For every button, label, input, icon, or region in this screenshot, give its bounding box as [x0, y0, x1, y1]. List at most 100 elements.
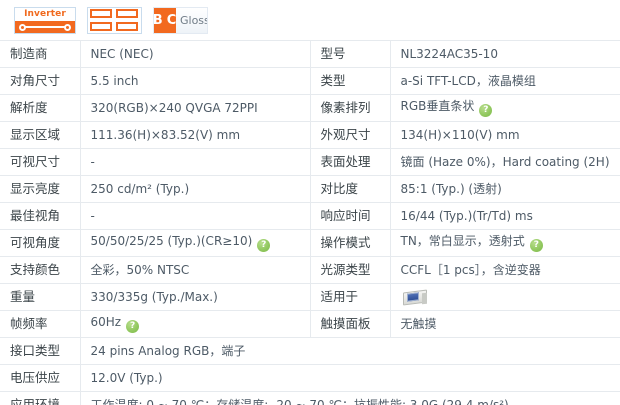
- spec-value: 12.0V (Typ.): [80, 364, 620, 392]
- spec-value-text: TN，常白显示，透射式: [400, 234, 525, 248]
- spec-row: 显示亮度 250 cd/m² (Typ.) 对比度 85:1 (Typ.) (透射): [0, 175, 620, 203]
- spec-value-text: RGB垂直条状: [400, 99, 475, 113]
- spec-key: 应用环境: [0, 391, 81, 405]
- help-icon[interactable]: ?: [529, 239, 543, 252]
- spec-key: 制造商: [0, 40, 81, 68]
- device-side-icon: [421, 292, 427, 304]
- spec-key: 触摸面板: [309, 310, 391, 338]
- spec-value-text: NEC (NEC): [90, 47, 154, 61]
- spec-key: 帧频率: [0, 310, 81, 338]
- inverter-badge[interactable]: Inverter: [14, 6, 76, 34]
- inverter-wire: [23, 26, 67, 28]
- spec-value: 5.5 inch: [80, 67, 310, 95]
- inverter-terminal-left-icon: [19, 23, 26, 31]
- spec-value-text: 111.36(H)×83.52(V) mm: [90, 128, 241, 142]
- spec-value: 134(H)×110(V) mm: [390, 121, 620, 149]
- spec-key: 表面处理: [309, 148, 391, 176]
- help-icon[interactable]: ?: [257, 239, 271, 252]
- spec-key: 接口类型: [0, 337, 81, 365]
- help-icon[interactable]: ?: [479, 104, 493, 117]
- spec-key: 支持颜色: [0, 256, 81, 284]
- grid-bar-2-icon: [115, 9, 138, 18]
- spec-value-text: 全彩，50% NTSC: [90, 263, 190, 277]
- spec-value: NL3224AC35-10: [390, 40, 620, 68]
- spec-row: 电压供应 12.0V (Typ.): [0, 364, 620, 392]
- inverter-graphic: Inverter: [15, 7, 75, 33]
- spec-key: 外观尺寸: [309, 121, 391, 149]
- inverter-label-area: Inverter: [15, 7, 75, 21]
- spec-key: 操作模式: [309, 229, 391, 257]
- spec-value-text: 250 cd/m² (Typ.): [90, 182, 190, 196]
- spec-value-text: CCFL［1 pcs］，含逆变器: [400, 263, 541, 277]
- spec-value-text: 85:1 (Typ.) (透射): [400, 182, 502, 196]
- spec-value-text: 330/335g (Typ./Max.): [90, 290, 218, 304]
- specification-table: 制造商 NEC (NEC) 型号 NL3224AC35-10 对角尺寸 5.5 inch 类…: [0, 40, 620, 405]
- glossy-mark: BC: [154, 7, 176, 33]
- badge-strip: Inverter BC Glossy: [0, 0, 620, 40]
- spec-key: 可视尺寸: [0, 148, 81, 176]
- grid-badge[interactable]: [87, 6, 142, 34]
- spec-key: 显示区域: [0, 121, 81, 149]
- spec-value: -: [80, 148, 310, 176]
- spec-row: 帧频率 60Hz? 触摸面板 无触摸: [0, 310, 620, 338]
- grid-bar-1-icon: [89, 9, 112, 18]
- glossy-badge[interactable]: BC Glossy: [153, 6, 208, 34]
- spec-row: 重量 330/335g (Typ./Max.) 适用于: [0, 283, 620, 311]
- spec-row: 应用环境工作温度: 0 ~ 70 ℃；存储温度: -20 ~ 70 ℃；抗振性能…: [0, 391, 620, 405]
- spec-value: NEC (NEC): [80, 40, 310, 68]
- spec-value: 60Hz?: [80, 310, 310, 338]
- glossy-graphic: BC Glossy: [154, 7, 207, 33]
- spec-key: 显示亮度: [0, 175, 81, 203]
- spec-value: 111.36(H)×83.52(V) mm: [80, 121, 310, 149]
- spec-value: 250 cd/m² (Typ.): [80, 175, 310, 203]
- specification-table-body: 制造商 NEC (NEC) 型号 NL3224AC35-10 对角尺寸 5.5 inch 类…: [0, 40, 620, 405]
- inverter-label: Inverter: [24, 9, 66, 19]
- spec-key: 型号: [309, 40, 391, 68]
- spec-row: 对角尺寸 5.5 inch 类型 a-Si TFT-LCD，液晶模组: [0, 67, 620, 95]
- spec-value: [390, 283, 620, 311]
- spec-key: 适用于: [309, 283, 391, 311]
- spec-key: 解析度: [0, 94, 81, 122]
- spec-value-text: 16/44 (Typ.)(Tr/Td) ms: [400, 209, 533, 223]
- spec-value: CCFL［1 pcs］，含逆变器: [390, 256, 620, 284]
- spec-value: TN，常白显示，透射式?: [390, 229, 620, 257]
- spec-value: 24 pins Analog RGB，端子: [80, 337, 620, 365]
- spec-value-text: 60Hz: [90, 315, 122, 329]
- spec-row: 制造商 NEC (NEC) 型号 NL3224AC35-10: [0, 40, 620, 68]
- grid-bar-4-icon: [115, 22, 138, 31]
- spec-value: 50/50/25/25 (Typ.)(CR≥10)?: [80, 229, 310, 257]
- spec-key: 对角尺寸: [0, 67, 81, 95]
- spec-value-text: NL3224AC35-10: [400, 47, 498, 61]
- instrument-device-icon[interactable]: [401, 289, 429, 306]
- spec-key: 对比度: [309, 175, 391, 203]
- spec-value-text: 镜面 (Haze 0%)，Hard coating (2H): [400, 155, 610, 169]
- grid-graphic: [89, 9, 140, 31]
- inverter-terminal-right-icon: [64, 23, 71, 31]
- spec-value-text: -: [90, 209, 95, 223]
- spec-value-text: 5.5 inch: [90, 74, 139, 88]
- spec-value: 320(RGB)×240 QVGA 72PPI: [80, 94, 310, 122]
- spec-row: 最佳视角 - 响应时间 16/44 (Typ.)(Tr/Td) ms: [0, 202, 620, 230]
- spec-value-text: a-Si TFT-LCD，液晶模组: [400, 74, 536, 88]
- spec-row: 解析度 320(RGB)×240 QVGA 72PPI 像素排列 RGB垂直条状?: [0, 94, 620, 122]
- spec-value-text: -: [90, 155, 95, 169]
- spec-key: 类型: [309, 67, 391, 95]
- spec-value: 镜面 (Haze 0%)，Hard coating (2H): [390, 148, 620, 176]
- spec-key: 可视角度: [0, 229, 81, 257]
- spec-row: 显示区域 111.36(H)×83.52(V) mm 外观尺寸 134(H)×110(…: [0, 121, 620, 149]
- spec-row: 支持颜色 全彩，50% NTSC 光源类型 CCFL［1 pcs］，含逆变器: [0, 256, 620, 284]
- spec-value: 工作温度: 0 ~ 70 ℃；存储温度: -20 ~ 70 ℃；抗振性能: 3.…: [80, 391, 620, 405]
- spec-value: 330/335g (Typ./Max.): [80, 283, 310, 311]
- spec-value: 85:1 (Typ.) (透射): [390, 175, 620, 203]
- spec-key: 电压供应: [0, 364, 81, 392]
- spec-key: 最佳视角: [0, 202, 81, 230]
- spec-row: 可视尺寸 - 表面处理 镜面 (Haze 0%)，Hard coating (2H): [0, 148, 620, 176]
- spec-row: 可视角度 50/50/25/25 (Typ.)(CR≥10)? 操作模式 TN，常白显…: [0, 229, 620, 257]
- spec-value: 16/44 (Typ.)(Tr/Td) ms: [390, 202, 620, 230]
- spec-key: 像素排列: [309, 94, 391, 122]
- spec-value: -: [80, 202, 310, 230]
- spec-value: RGB垂直条状?: [390, 94, 620, 122]
- spec-value-text: 50/50/25/25 (Typ.)(CR≥10): [90, 234, 253, 248]
- help-icon[interactable]: ?: [126, 320, 140, 333]
